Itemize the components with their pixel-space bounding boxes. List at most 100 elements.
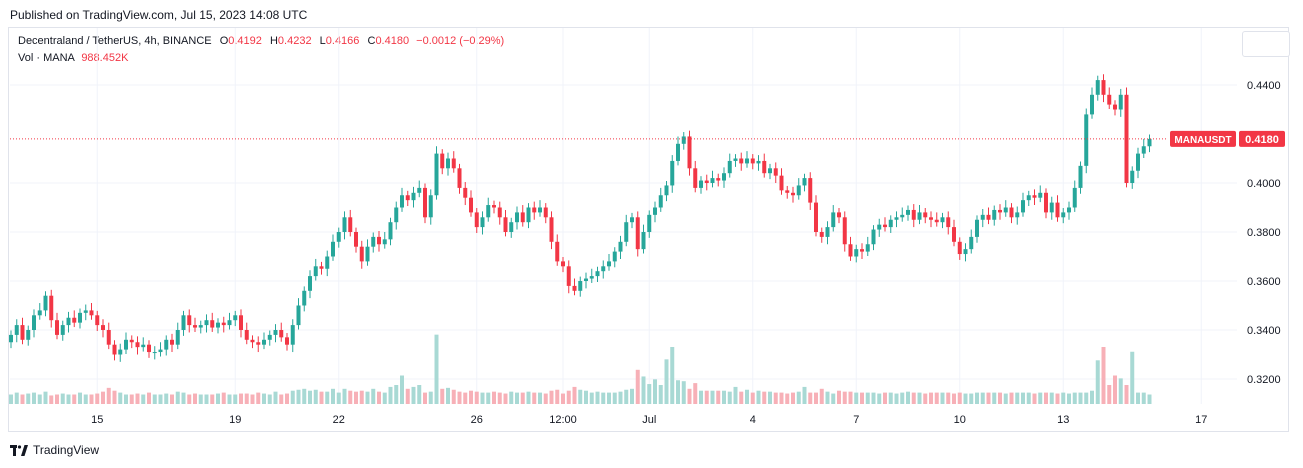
candle-body xyxy=(198,325,203,328)
candle-body xyxy=(256,342,261,345)
volume-bar xyxy=(1015,392,1020,404)
candle-body xyxy=(101,325,105,330)
volume-bar xyxy=(641,376,646,404)
candle-body xyxy=(158,349,163,353)
volume-bar xyxy=(124,394,128,404)
volume-bar xyxy=(917,392,922,404)
last-price-tag-bg xyxy=(1239,130,1285,147)
symbol-title[interactable]: Decentraland / TetherUS, 4h, BINANCE xyxy=(18,35,212,47)
candle-body xyxy=(946,217,951,228)
high-label: H xyxy=(269,35,278,47)
volume-bar xyxy=(89,394,94,404)
candle-body xyxy=(710,178,715,183)
volume-bar xyxy=(561,393,565,404)
candle-body xyxy=(975,219,979,237)
candle-body xyxy=(204,320,209,326)
volume-bar xyxy=(66,394,71,404)
candle-body xyxy=(952,227,956,242)
tradingview-footer[interactable]: TradingView xyxy=(10,443,99,457)
volume-bar xyxy=(37,394,42,404)
candle-body xyxy=(227,320,232,326)
volume-bar xyxy=(957,392,962,404)
candle-body xyxy=(607,261,611,267)
volume-bar xyxy=(359,390,364,404)
volume-bar xyxy=(894,393,899,404)
volume-label[interactable]: Vol · MANA xyxy=(18,52,75,64)
volume-bar xyxy=(969,393,974,404)
volume-bar xyxy=(681,381,686,404)
volume-bar xyxy=(900,392,905,404)
volume-bar xyxy=(865,392,870,404)
candle-body xyxy=(66,317,71,326)
candle-body xyxy=(641,232,646,250)
volume-bar xyxy=(1061,392,1066,404)
volume-bar xyxy=(279,394,284,404)
volume-bar xyxy=(348,390,353,404)
volume-bar xyxy=(43,391,48,404)
volume-bar xyxy=(911,392,916,404)
volume-bar xyxy=(1141,392,1146,404)
volume-bar xyxy=(342,388,347,404)
candle-body xyxy=(906,209,910,215)
volume-bar xyxy=(405,388,410,404)
volume-bar xyxy=(934,392,939,404)
volume-bar xyxy=(520,392,525,404)
volume-bar xyxy=(923,393,928,404)
candle-body xyxy=(141,344,146,348)
volume-bar xyxy=(543,393,548,404)
candle-body xyxy=(1067,207,1071,213)
volume-bar xyxy=(773,392,778,404)
volume-bar xyxy=(60,393,65,404)
volume-bar xyxy=(331,388,335,404)
candle-body xyxy=(825,227,830,237)
volume-bar xyxy=(371,388,376,404)
volume-bar xyxy=(584,390,588,404)
volume-bar xyxy=(365,391,370,404)
candle-body xyxy=(986,214,991,220)
volume-bar xyxy=(635,369,640,404)
volume-bar xyxy=(158,394,163,404)
symbol-tag-bg xyxy=(1170,130,1236,147)
candle-body xyxy=(118,349,123,355)
x-tick-label: 13 xyxy=(1057,414,1069,426)
candle-body xyxy=(779,175,784,191)
candle-body xyxy=(319,266,324,269)
volume-bar xyxy=(193,393,197,404)
candle-body xyxy=(32,315,36,330)
volume-bar xyxy=(1124,385,1129,404)
candle-body xyxy=(377,236,381,245)
volume-bar xyxy=(624,389,629,404)
volume-bar xyxy=(589,392,594,404)
candle-body xyxy=(750,158,755,164)
chart-settings-box[interactable] xyxy=(1242,31,1290,57)
candle-body xyxy=(164,339,169,350)
volume-bar xyxy=(658,385,663,404)
volume-bar xyxy=(336,392,341,404)
volume-bar xyxy=(239,393,243,404)
volume-bar xyxy=(175,391,180,404)
volume-bar xyxy=(32,392,36,404)
x-tick-label: 26 xyxy=(471,414,483,426)
candle-body xyxy=(877,224,882,230)
volume-bar xyxy=(842,391,847,404)
volume-bar xyxy=(607,392,611,404)
volume-bar xyxy=(768,391,772,404)
volume-bar xyxy=(756,390,761,404)
candle-body xyxy=(589,276,594,279)
candle-body xyxy=(791,192,795,196)
volume-bar xyxy=(1049,392,1054,404)
volume-bar xyxy=(486,392,491,404)
candle-body xyxy=(837,212,841,218)
candle-body xyxy=(446,158,450,169)
volume-bar xyxy=(1136,392,1140,404)
candle-body xyxy=(894,217,899,220)
x-tick-label: 4 xyxy=(750,414,756,426)
volume-bar xyxy=(394,385,399,404)
volume-bar xyxy=(860,392,864,404)
candle-body xyxy=(325,256,330,269)
candle-body xyxy=(704,180,709,183)
volume-bar xyxy=(739,391,744,404)
candle-body xyxy=(1049,202,1054,213)
volume-bar xyxy=(83,394,88,404)
